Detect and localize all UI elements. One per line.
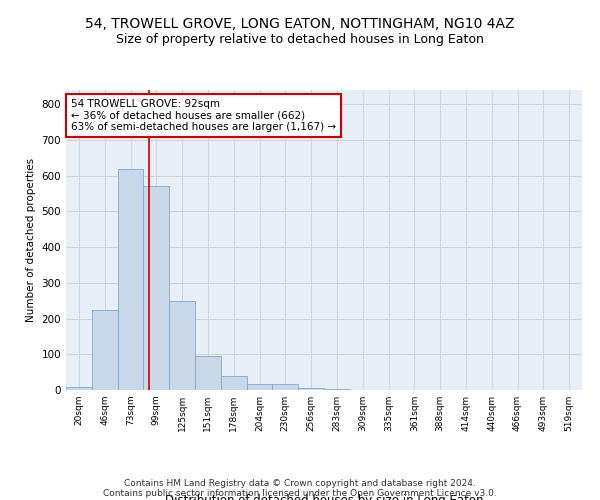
Bar	[92, 310, 118, 390]
Bar	[169, 300, 195, 390]
Bar	[272, 384, 298, 390]
X-axis label: Distribution of detached houses by size in Long Eaton: Distribution of detached houses by size …	[165, 494, 483, 500]
Bar	[66, 387, 92, 390]
Bar	[118, 168, 143, 390]
Bar	[324, 389, 350, 390]
Text: Contains public sector information licensed under the Open Government Licence v3: Contains public sector information licen…	[103, 488, 497, 498]
Text: 54, TROWELL GROVE, LONG EATON, NOTTINGHAM, NG10 4AZ: 54, TROWELL GROVE, LONG EATON, NOTTINGHA…	[85, 18, 515, 32]
Bar	[143, 186, 169, 390]
Y-axis label: Number of detached properties: Number of detached properties	[26, 158, 36, 322]
Text: Contains HM Land Registry data © Crown copyright and database right 2024.: Contains HM Land Registry data © Crown c…	[124, 478, 476, 488]
Bar	[195, 356, 221, 390]
Bar	[298, 388, 324, 390]
Text: 54 TROWELL GROVE: 92sqm
← 36% of detached houses are smaller (662)
63% of semi-d: 54 TROWELL GROVE: 92sqm ← 36% of detache…	[71, 99, 336, 132]
Bar	[247, 384, 272, 390]
Bar	[221, 376, 247, 390]
Text: Size of property relative to detached houses in Long Eaton: Size of property relative to detached ho…	[116, 32, 484, 46]
